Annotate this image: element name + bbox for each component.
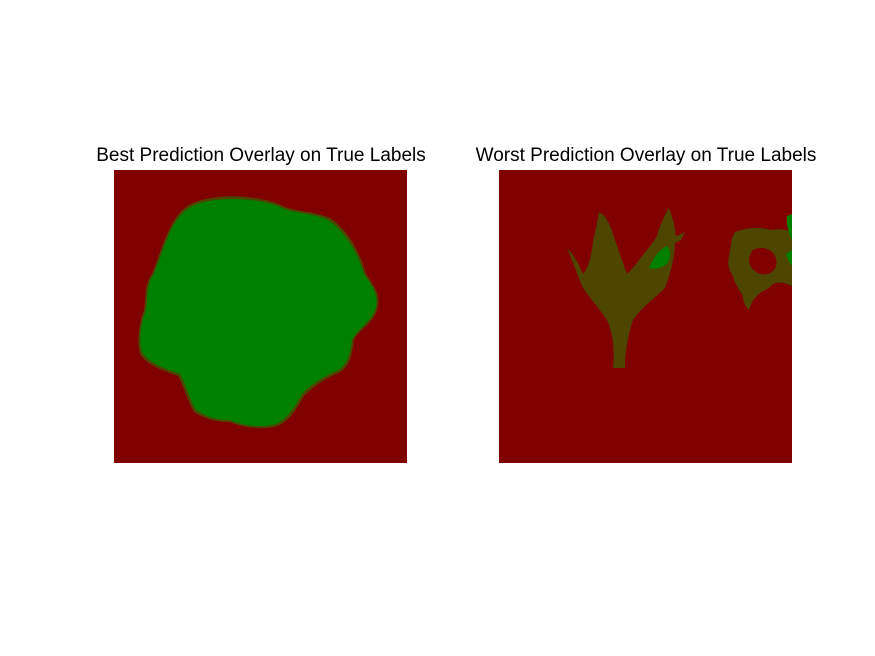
worst-prediction-image — [499, 170, 792, 463]
worst-background-region — [499, 170, 792, 463]
best-prediction-title: Best Prediction Overlay on True Labels — [96, 145, 426, 166]
worst-blob-edge-prediction-lower — [786, 250, 792, 266]
best-prediction-region — [140, 198, 377, 427]
worst-stem-region — [567, 208, 676, 368]
worst-blob-edge-prediction — [786, 214, 792, 240]
worst-prediction-title: Worst Prediction Overlay on True Labels — [475, 145, 817, 166]
worst-leaf-prediction — [649, 246, 670, 269]
worst-blob-hole — [749, 248, 777, 275]
best-prediction-image — [114, 170, 407, 463]
